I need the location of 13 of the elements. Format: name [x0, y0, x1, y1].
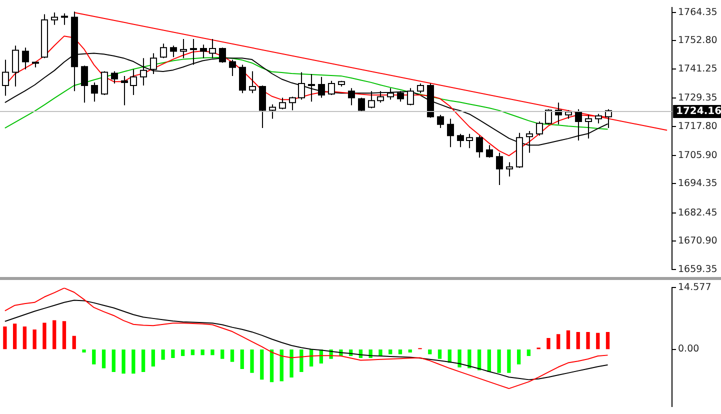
y-tick-label: 0.00: [678, 344, 700, 355]
y-tick-label: 1694.35: [678, 178, 718, 190]
y-tick-label: 1752.80: [678, 35, 718, 46]
y-tick-label: 1764.35: [678, 6, 718, 18]
y-tick-label: 1682.45: [678, 207, 718, 218]
y-tick-label: 1670.90: [678, 236, 718, 247]
y-tick-label: 14.577: [678, 282, 712, 294]
ref-line-label: 1724.16: [676, 106, 721, 118]
y-tick-label: 1729.35: [678, 92, 718, 104]
y-tick-label: 1659.35: [678, 264, 718, 275]
y-tick-label: 1705.90: [678, 150, 718, 161]
y-tick-label: 1717.80: [678, 120, 718, 132]
y-tick-label: 1741.25: [678, 63, 718, 74]
